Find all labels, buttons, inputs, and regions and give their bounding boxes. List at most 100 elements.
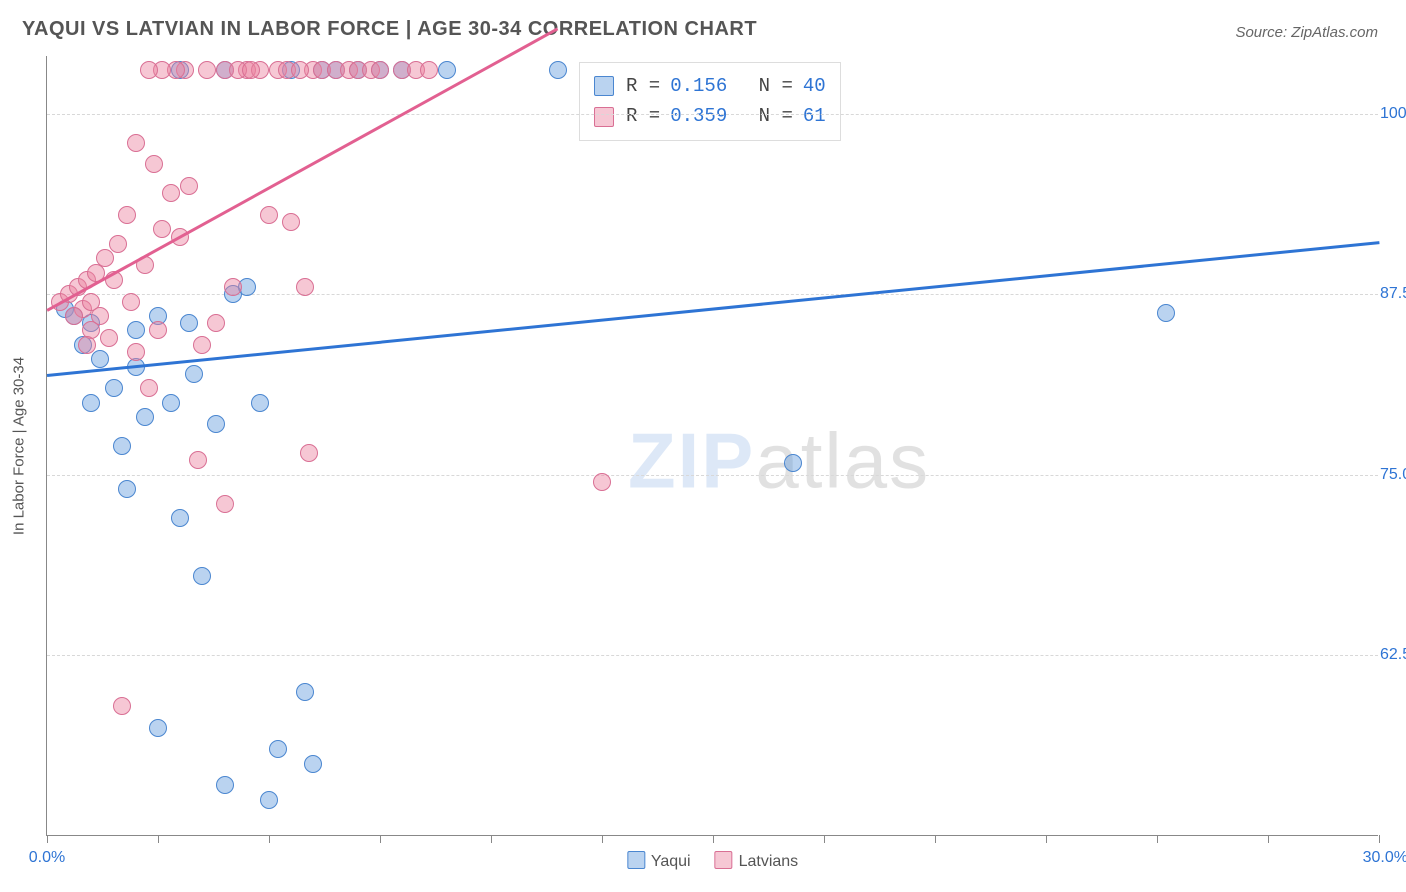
- stats-row-latvians: R = 0.359 N = 61: [594, 101, 826, 131]
- scatter-point: [224, 278, 242, 296]
- y-tick-label: 62.5%: [1370, 646, 1406, 664]
- scatter-point: [269, 740, 287, 758]
- scatter-point: [82, 394, 100, 412]
- scatter-point: [420, 61, 438, 79]
- scatter-point: [153, 220, 171, 238]
- x-axis-max-label: 30.0%: [1363, 849, 1406, 867]
- scatter-point: [122, 293, 140, 311]
- legend-item-yaqui: Yaqui: [627, 851, 691, 871]
- swatch-yaqui: [594, 76, 614, 96]
- x-tick: [935, 835, 936, 843]
- x-tick: [1268, 835, 1269, 843]
- scatter-point: [140, 61, 158, 79]
- scatter-point: [260, 206, 278, 224]
- scatter-point: [65, 307, 83, 325]
- x-tick: [1046, 835, 1047, 843]
- scatter-point: [296, 683, 314, 701]
- scatter-point: [162, 184, 180, 202]
- legend-label-yaqui: Yaqui: [651, 853, 691, 870]
- x-tick: [491, 835, 492, 843]
- scatter-point: [291, 61, 309, 79]
- scatter-point: [304, 755, 322, 773]
- watermark: ZIPatlas: [628, 416, 930, 507]
- scatter-point: [113, 437, 131, 455]
- scatter-point: [198, 61, 216, 79]
- scatter-point: [207, 415, 225, 433]
- legend-item-latvians: Latvians: [715, 851, 799, 871]
- legend-label-latvians: Latvians: [739, 853, 799, 870]
- y-tick-label: 75.0%: [1370, 466, 1406, 484]
- scatter-point: [105, 379, 123, 397]
- scatter-point: [296, 278, 314, 296]
- scatter-point: [593, 473, 611, 491]
- scatter-point: [91, 350, 109, 368]
- scatter-point: [127, 321, 145, 339]
- scatter-point: [193, 567, 211, 585]
- scatter-point: [127, 343, 145, 361]
- x-tick: [1379, 835, 1380, 843]
- gridline: [47, 655, 1378, 656]
- scatter-point: [207, 314, 225, 332]
- scatter-point: [251, 394, 269, 412]
- scatter-point: [180, 177, 198, 195]
- scatter-point: [242, 61, 260, 79]
- y-tick-label: 87.5%: [1370, 285, 1406, 303]
- y-tick-label: 100.0%: [1370, 105, 1406, 123]
- scatter-point: [216, 495, 234, 513]
- scatter-point: [78, 336, 96, 354]
- scatter-point: [140, 379, 158, 397]
- legend: Yaqui Latvians: [627, 851, 798, 871]
- x-tick: [1157, 835, 1158, 843]
- x-tick: [269, 835, 270, 843]
- scatter-point: [118, 206, 136, 224]
- correlation-stats-box: R = 0.156 N = 40 R = 0.359 N = 61: [579, 62, 841, 141]
- scatter-point: [784, 454, 802, 472]
- x-tick: [380, 835, 381, 843]
- x-tick: [824, 835, 825, 843]
- scatter-point: [109, 235, 127, 253]
- stat-n-yaqui: 40: [803, 71, 826, 101]
- legend-swatch-yaqui: [627, 851, 645, 869]
- scatter-point: [1157, 304, 1175, 322]
- scatter-point: [145, 155, 163, 173]
- stats-row-yaqui: R = 0.156 N = 40: [594, 71, 826, 101]
- x-tick: [47, 835, 48, 843]
- scatter-point: [171, 509, 189, 527]
- scatter-point: [100, 329, 118, 347]
- x-tick: [602, 835, 603, 843]
- stat-r-latvians: 0.359: [670, 101, 727, 131]
- scatter-point: [136, 408, 154, 426]
- x-axis-min-label: 0.0%: [29, 849, 65, 867]
- scatter-point: [549, 61, 567, 79]
- watermark-part2: atlas: [755, 417, 930, 505]
- scatter-point: [113, 697, 131, 715]
- stat-r-yaqui: 0.156: [670, 71, 727, 101]
- scatter-point: [260, 791, 278, 809]
- scatter-point: [189, 451, 207, 469]
- scatter-point: [185, 365, 203, 383]
- scatter-point: [127, 134, 145, 152]
- scatter-point: [118, 480, 136, 498]
- x-tick: [713, 835, 714, 843]
- y-axis-label: In Labor Force | Age 30-34: [11, 356, 28, 534]
- x-tick: [158, 835, 159, 843]
- legend-swatch-latvians: [715, 851, 733, 869]
- scatter-point: [300, 444, 318, 462]
- scatter-point: [162, 394, 180, 412]
- scatter-point: [216, 776, 234, 794]
- scatter-point: [371, 61, 389, 79]
- scatter-point: [96, 249, 114, 267]
- scatter-plot-area: In Labor Force | Age 30-34 ZIPatlas R = …: [46, 56, 1378, 836]
- scatter-point: [180, 314, 198, 332]
- swatch-latvians: [594, 107, 614, 127]
- gridline: [47, 475, 1378, 476]
- scatter-point: [149, 321, 167, 339]
- source-attribution: Source: ZipAtlas.com: [1235, 24, 1378, 41]
- trend-line: [47, 241, 1379, 376]
- scatter-point: [282, 213, 300, 231]
- chart-title: YAQUI VS LATVIAN IN LABOR FORCE | AGE 30…: [22, 18, 757, 41]
- scatter-point: [438, 61, 456, 79]
- watermark-part1: ZIP: [628, 417, 755, 505]
- scatter-point: [149, 719, 167, 737]
- stat-n-latvians: 61: [803, 101, 826, 131]
